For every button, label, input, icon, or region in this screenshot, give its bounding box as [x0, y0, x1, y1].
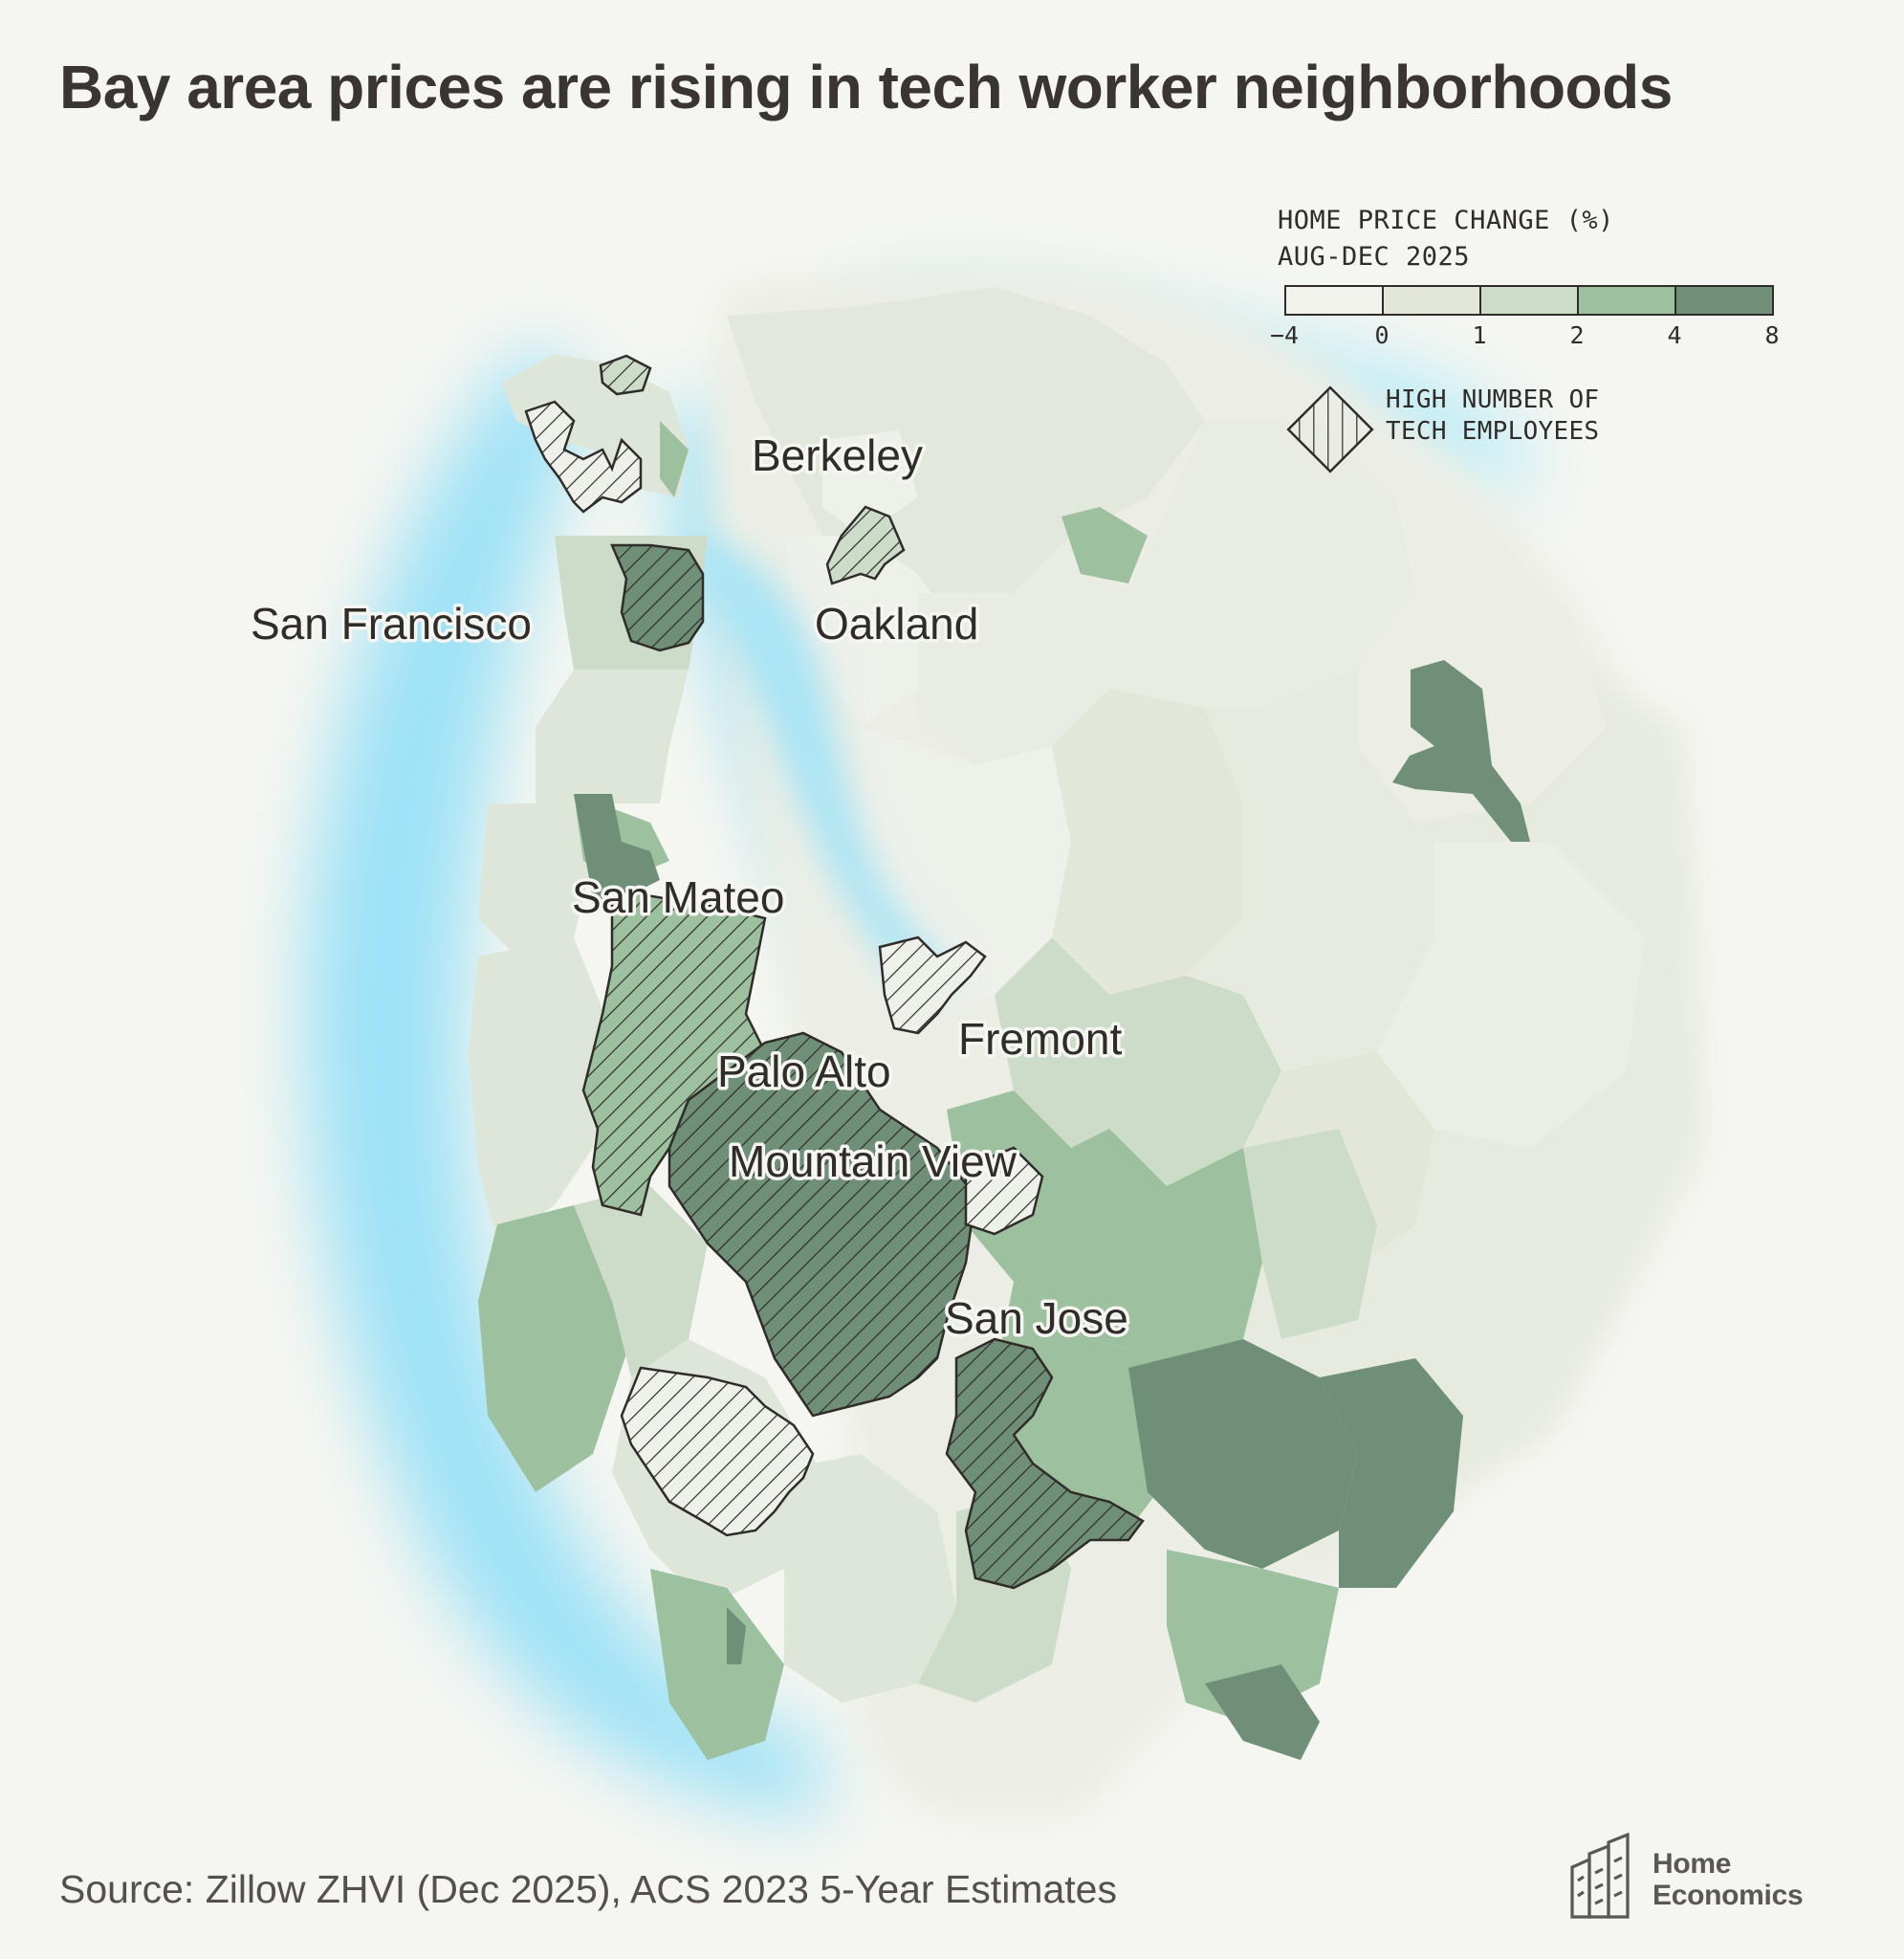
hatch-label-line1: HIGH NUMBER OF: [1386, 385, 1600, 414]
scale-tick: 1: [1472, 321, 1487, 349]
scale-tick: −4: [1269, 321, 1300, 349]
label-fremont: Fremont: [958, 1014, 1122, 1064]
color-swatch: [1284, 285, 1384, 316]
map-legend: HOME PRICE CHANGE (%) AUG-DEC 2025 −4 0 …: [1270, 203, 1794, 473]
hatch-swatch-icon: [1286, 385, 1374, 473]
color-swatch: [1674, 285, 1774, 316]
source-note: Source: Zillow ZHVI (Dec 2025), ACS 2023…: [59, 1867, 1117, 1911]
hatch-legend-label: HIGH NUMBER OF TECH EMPLOYEES: [1386, 385, 1599, 448]
label-san-francisco: San Francisco: [251, 599, 532, 649]
label-oakland: Oakland: [815, 599, 978, 649]
hatch-area-coast: [620, 1366, 815, 1537]
home-economics-logo: Home Economics: [1568, 1829, 1817, 1925]
legend-title-line2: AUG-DEC 2025: [1278, 242, 1471, 272]
scale-tick: 8: [1764, 321, 1780, 349]
scale-tick: 4: [1667, 321, 1682, 349]
chart-title: Bay area prices are rising in tech worke…: [59, 53, 1673, 121]
hatch-area-berkeley: [825, 505, 906, 585]
bay-water: [669, 536, 956, 995]
hatch-area-san-jose: [945, 1337, 1145, 1590]
logo-line1: Home: [1652, 1848, 1732, 1880]
hatch-area-peninsula: [581, 888, 767, 1217]
legend-title: HOME PRICE CHANGE (%) AUG-DEC 2025: [1278, 203, 1794, 275]
logo-text: Home Economics: [1652, 1848, 1804, 1911]
scale-ticks: −4 0 1 2 4 8: [1270, 321, 1780, 360]
color-swatch: [1577, 285, 1676, 316]
label-berkeley: Berkeley: [752, 430, 923, 480]
buildings-icon: [1570, 1833, 1630, 1919]
color-swatch: [1479, 285, 1579, 316]
hatch-area-san-francisco: [610, 543, 705, 652]
hatch-label-line2: TECH EMPLOYEES: [1386, 417, 1600, 446]
hatch-area-santa-clara: [964, 1146, 1044, 1236]
label-san-jose: San Jose: [945, 1293, 1128, 1343]
hatch-area-marin: [524, 354, 652, 514]
color-scale: [1284, 285, 1774, 316]
legend-title-line1: HOME PRICE CHANGE (%): [1278, 206, 1614, 235]
color-swatch: [1382, 285, 1481, 316]
label-san-mateo: San Mateo: [572, 872, 784, 922]
south-bay-region: [947, 1090, 1463, 1760]
scale-tick: 2: [1569, 321, 1585, 349]
hatch-area-mountain-view: [667, 1031, 977, 1418]
tech-employee-areas: [524, 354, 1145, 1590]
logo-line2: Economics: [1652, 1880, 1804, 1911]
city-labels: San Francisco Berkeley Oakland San Mateo…: [248, 428, 1132, 1347]
hatch-area-fremont: [878, 935, 987, 1035]
hatch-legend: HIGH NUMBER OF TECH EMPLOYEES: [1278, 377, 1794, 482]
label-mountain-view: Mountain View: [729, 1136, 1018, 1186]
label-palo-alto: Palo Alto: [717, 1046, 891, 1096]
scale-tick: 0: [1374, 321, 1390, 349]
